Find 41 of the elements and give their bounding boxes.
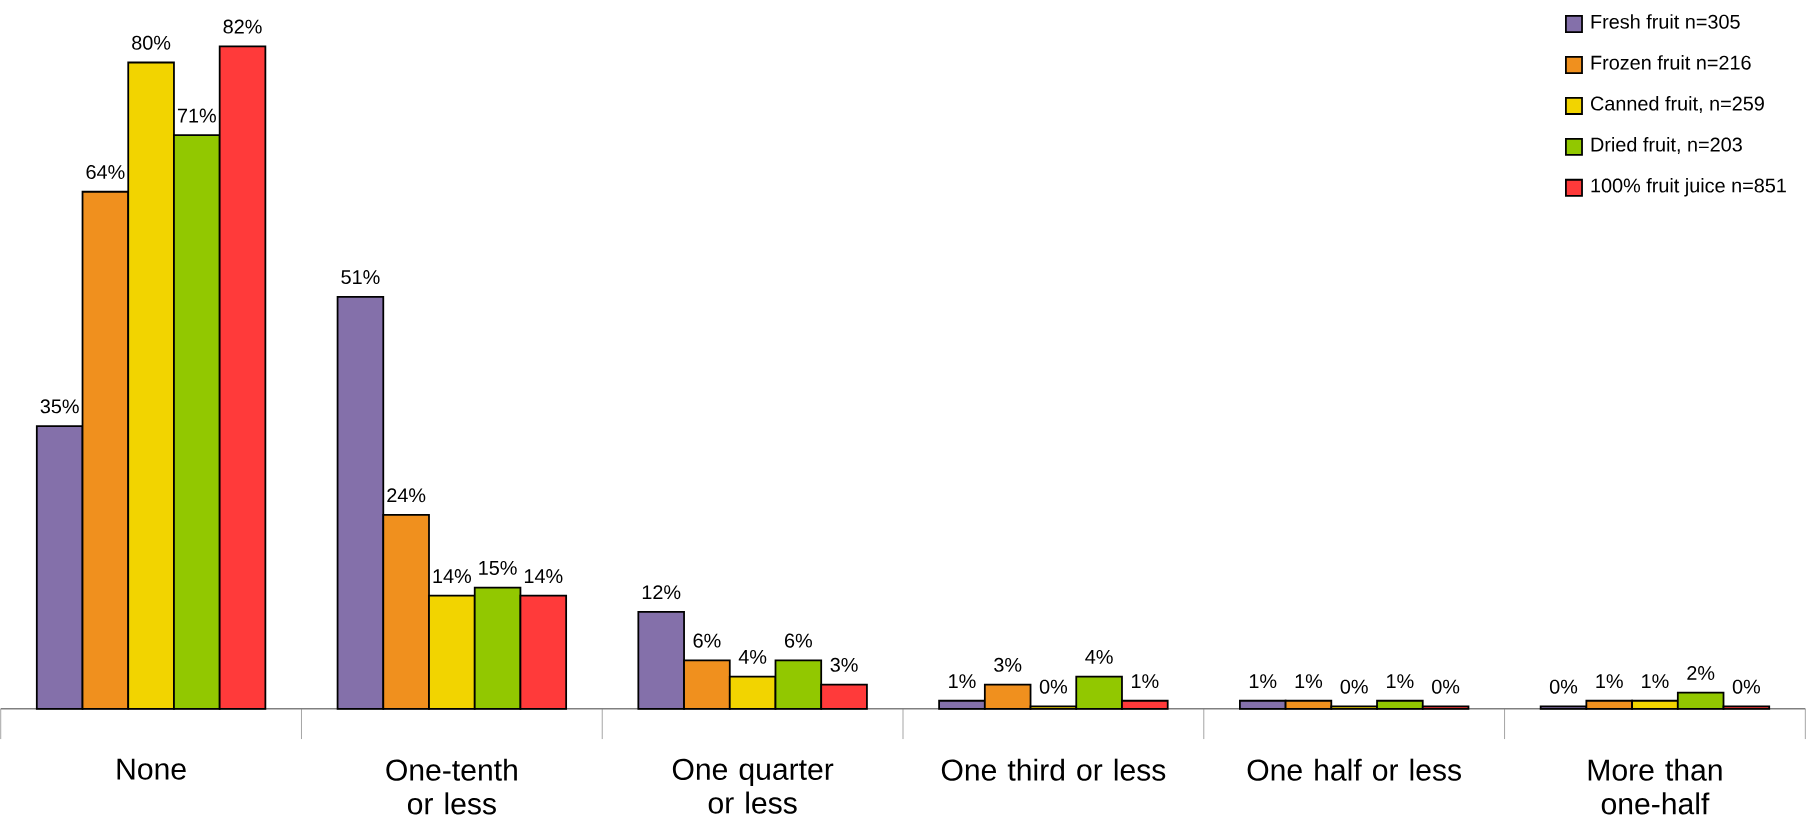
data-label: 4% <box>1085 649 1113 664</box>
data-label: 6% <box>693 633 721 648</box>
data-label: 1% <box>1596 674 1623 688</box>
x-tick-label: One half or less <box>1247 758 1461 781</box>
data-label: 12% <box>642 585 681 600</box>
data-label: 0% <box>1549 679 1578 694</box>
x-tick-label: One third or less <box>941 758 1166 781</box>
data-label: 51% <box>341 269 380 284</box>
x-tick-label: One quarter or less <box>672 758 834 814</box>
data-label: 0% <box>1039 679 1068 694</box>
data-label: 80% <box>132 35 171 50</box>
legend-label: Canned fruit, n=259 <box>1591 95 1764 113</box>
data-label: 35% <box>40 399 79 414</box>
legend-label: Frozen fruit n=216 <box>1591 54 1751 70</box>
data-label: 1% <box>1132 674 1159 688</box>
data-label: 15% <box>479 560 517 575</box>
data-label: 14% <box>433 569 472 583</box>
x-tick-label: More than one-half <box>1588 758 1722 815</box>
legend-label: Fresh fruit n=305 <box>1591 14 1740 29</box>
legend-label: Dried fruit, n=203 <box>1591 136 1742 154</box>
x-tick-label: One-tenth or less <box>386 758 517 815</box>
data-label: 2% <box>1687 665 1715 680</box>
data-label: 64% <box>86 164 125 179</box>
data-label: 1% <box>949 674 976 688</box>
data-label: 1% <box>1642 674 1669 688</box>
x-tick-label: None <box>117 758 186 780</box>
data-label: 1% <box>1295 674 1323 688</box>
data-label: 0% <box>1340 679 1368 694</box>
data-label: 1% <box>1249 674 1277 688</box>
data-label: 6% <box>785 633 812 648</box>
data-label: 24% <box>387 488 426 503</box>
data-label: 3% <box>994 657 1022 672</box>
data-label: 82% <box>223 19 262 34</box>
data-label: 0% <box>1432 679 1460 694</box>
data-label: 0% <box>1732 679 1761 694</box>
data-label: 4% <box>738 649 767 664</box>
data-label: 71% <box>177 108 216 123</box>
data-label: 3% <box>830 657 858 672</box>
data-label: 14% <box>524 569 563 583</box>
data-label: 1% <box>1387 674 1414 688</box>
legend-label: 100% fruit juice n=851 <box>1591 177 1786 197</box>
